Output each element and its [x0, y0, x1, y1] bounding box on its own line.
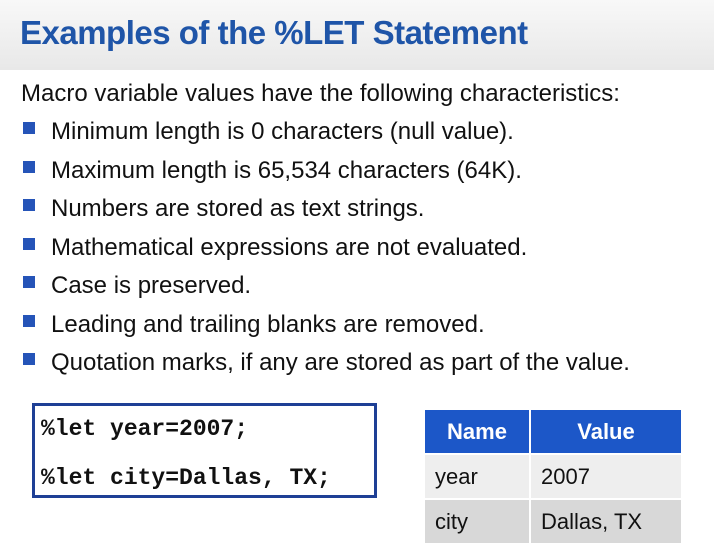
- list-item: Maximum length is 65,534 characters (64K…: [21, 152, 630, 191]
- bullet-text: Minimum length is 0 characters (null val…: [51, 118, 514, 145]
- bullet-text: Quotation marks, if any are stored as pa…: [51, 349, 630, 376]
- square-bullet-icon: [23, 237, 35, 250]
- square-bullet-icon: [23, 314, 35, 327]
- table-row: year 2007: [425, 453, 681, 499]
- table-cell-value: 2007: [530, 453, 681, 499]
- column-header-value: Value: [530, 410, 681, 454]
- list-item: Case is preserved.: [21, 267, 630, 306]
- bullet-text: Maximum length is 65,534 characters (64K…: [51, 156, 522, 184]
- slide-title: Examples of the %LET Statement: [20, 14, 528, 51]
- bullet-text: Mathematical expressions are not evaluat…: [51, 233, 528, 261]
- code-example-box: %let year=2007; %let city=Dallas, TX;: [32, 403, 377, 498]
- square-bullet-icon: [23, 353, 35, 365]
- intro-text: Macro variable values have the following…: [21, 80, 620, 107]
- macro-values-table: Name Value year 2007 city Dallas, TX: [425, 410, 681, 543]
- list-item: Mathematical expressions are not evaluat…: [21, 229, 630, 268]
- bullet-text: Case is preserved.: [51, 272, 252, 299]
- table-row: city Dallas, TX: [425, 498, 681, 543]
- bullet-text: Leading and trailing blanks are removed.: [51, 310, 485, 338]
- square-bullet-icon: [23, 160, 35, 173]
- table-cell-name: city: [425, 498, 531, 543]
- table-cell-name: year: [425, 453, 531, 499]
- table-header-row: Name Value: [425, 410, 681, 454]
- list-item: Quotation marks, if any are stored as pa…: [21, 344, 630, 383]
- table-cell-value: Dallas, TX: [530, 498, 681, 543]
- code-line-year: %let year=2007;: [41, 416, 249, 442]
- bullet-text: Numbers are stored as text strings.: [51, 195, 425, 222]
- list-item: Leading and trailing blanks are removed.: [21, 306, 630, 345]
- list-item: Minimum length is 0 characters (null val…: [21, 113, 630, 152]
- characteristics-list: Minimum length is 0 characters (null val…: [21, 113, 630, 383]
- column-header-name: Name: [425, 410, 531, 454]
- square-bullet-icon: [23, 199, 35, 211]
- title-bar: Examples of the %LET Statement: [0, 0, 714, 70]
- square-bullet-icon: [23, 276, 35, 288]
- code-line-city: %let city=Dallas, TX;: [41, 465, 331, 491]
- list-item: Numbers are stored as text strings.: [21, 190, 630, 229]
- square-bullet-icon: [23, 122, 35, 134]
